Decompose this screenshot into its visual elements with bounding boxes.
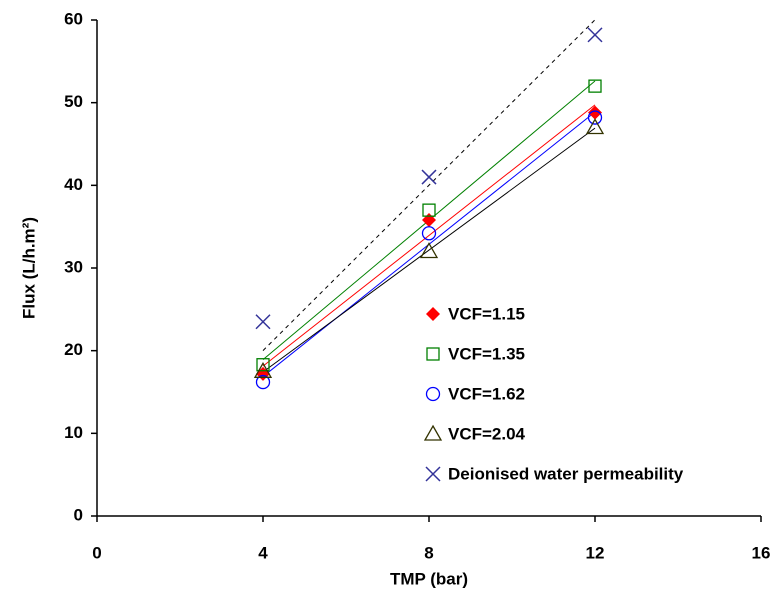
marker	[588, 79, 602, 93]
legend-marker	[425, 386, 441, 402]
legend-label: Deionised water permeability	[448, 464, 684, 483]
legend-marker	[423, 424, 443, 441]
legend-label: VCF=1.35	[448, 344, 525, 363]
y-tick-label: 10	[64, 423, 83, 442]
legend-marker	[425, 466, 441, 482]
x-tick-label: 0	[92, 543, 101, 562]
legend-marker	[426, 347, 440, 361]
trendline	[262, 104, 596, 367]
y-tick-label: 50	[64, 92, 83, 111]
trendline	[262, 19, 596, 351]
marker	[587, 27, 603, 43]
x-tick-label: 12	[586, 543, 605, 562]
y-tick-label: 30	[64, 257, 83, 276]
y-tick-label: 40	[64, 175, 83, 194]
marker	[422, 203, 436, 217]
legend-marker	[426, 307, 440, 321]
marker	[419, 242, 439, 259]
legend-label: VCF=1.62	[448, 384, 525, 403]
marker	[256, 358, 270, 372]
y-tick-label: 0	[74, 505, 83, 524]
legend-label: VCF=2.04	[448, 424, 526, 443]
y-axis-title: Flux (L/h.m²)	[19, 217, 38, 319]
marker	[587, 110, 603, 125]
marker	[253, 362, 273, 378]
marker	[588, 105, 602, 120]
marker	[421, 226, 437, 241]
x-tick-label: 8	[424, 543, 433, 562]
trendline	[262, 127, 596, 373]
x-tick-label: 16	[752, 543, 771, 562]
y-tick-label: 20	[64, 340, 83, 359]
marker	[255, 374, 271, 390]
y-tick-label: 60	[64, 9, 83, 28]
marker	[255, 314, 271, 330]
marker	[585, 118, 605, 135]
x-axis-title: TMP (bar)	[390, 569, 468, 588]
marker	[421, 169, 437, 185]
legend-label: VCF=1.15	[448, 304, 525, 323]
x-tick-label: 4	[258, 543, 268, 562]
